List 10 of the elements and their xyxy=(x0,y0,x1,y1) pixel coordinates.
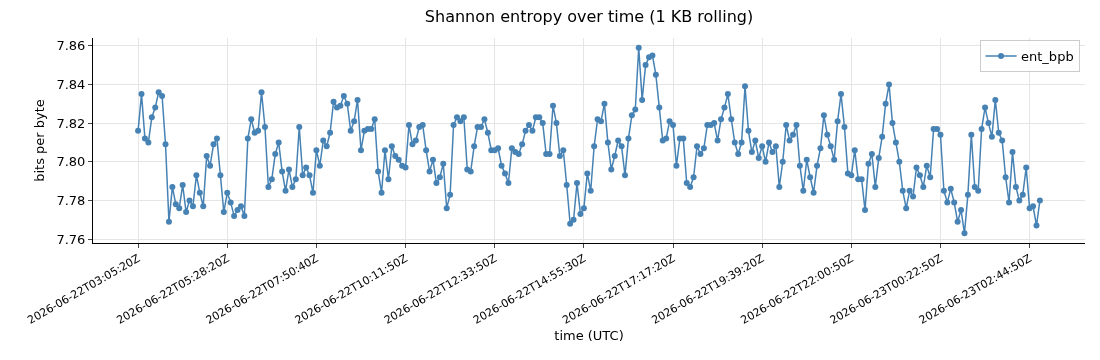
y-axis-title: bits per byte xyxy=(32,99,48,182)
y-tick-label: 7.86 xyxy=(56,38,86,54)
y-tick-label: 7.80 xyxy=(56,154,86,170)
x-axis-title: time (UTC) xyxy=(554,328,624,344)
y-tick-label: 7.76 xyxy=(56,231,86,247)
y-tick-label: 7.82 xyxy=(56,115,86,131)
y-tick-label: 7.78 xyxy=(56,193,86,208)
legend-label: ent_bpb xyxy=(1021,49,1074,65)
chart-title: Shannon entropy over time (1 KB rolling) xyxy=(424,6,754,26)
y-tick-label: 7.84 xyxy=(56,76,86,92)
